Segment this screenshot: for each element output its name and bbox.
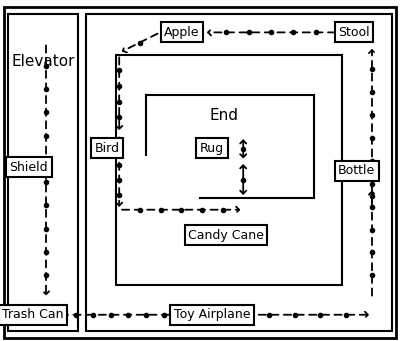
Text: Stool: Stool <box>338 26 370 39</box>
Text: Rug: Rug <box>200 142 224 155</box>
Text: Apple: Apple <box>164 26 200 39</box>
Bar <box>86 14 392 331</box>
Text: Candy Cane: Candy Cane <box>188 229 264 242</box>
Text: Toy Airplane: Toy Airplane <box>174 308 250 321</box>
Text: End: End <box>210 108 238 123</box>
Text: Shield: Shield <box>10 161 48 174</box>
Bar <box>116 55 342 285</box>
Text: Bottle: Bottle <box>338 164 376 177</box>
Text: Bird: Bird <box>95 142 120 155</box>
Text: Trash Can: Trash Can <box>2 308 64 321</box>
Text: Elevator: Elevator <box>11 54 74 69</box>
Bar <box>8 14 78 331</box>
